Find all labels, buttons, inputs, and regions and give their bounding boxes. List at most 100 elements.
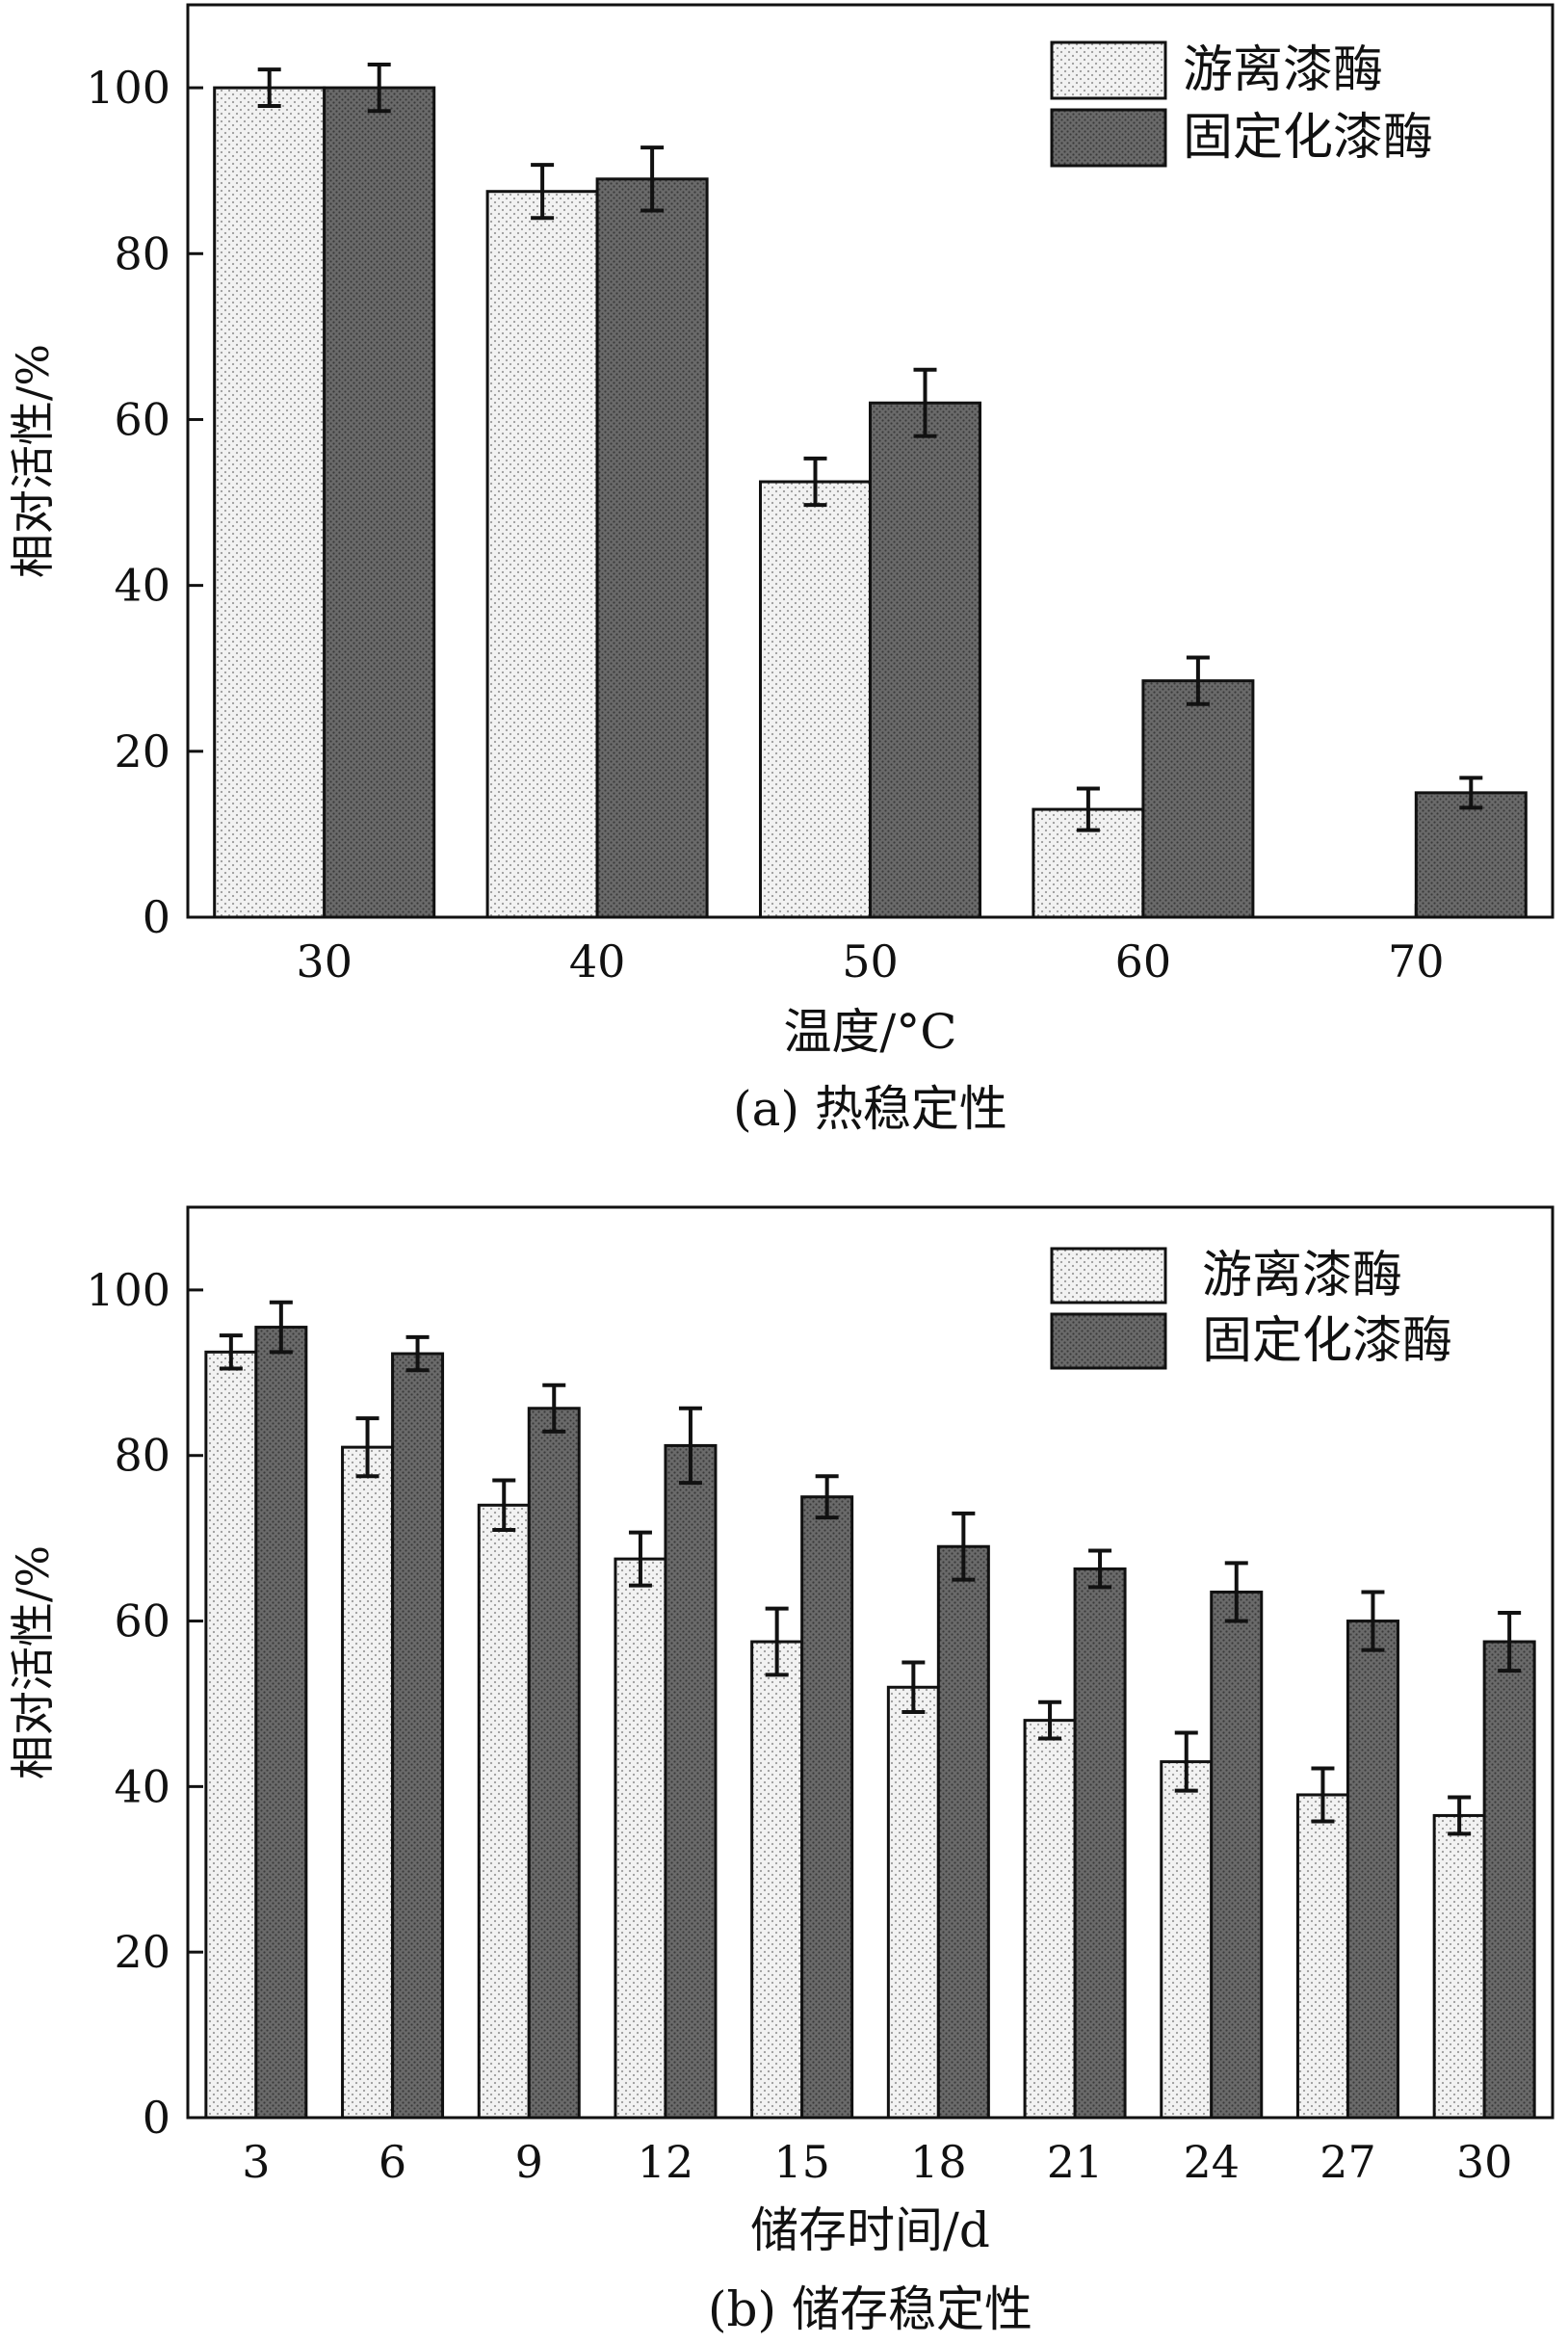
error-bar — [803, 456, 827, 508]
immobilized-laccase-bar-18 — [936, 1544, 990, 2120]
error-bar — [678, 1406, 702, 1486]
error-bar — [765, 1606, 789, 1677]
x-tick-label: 24 — [1183, 2136, 1240, 2188]
immobilized-laccase-bar-70 — [1414, 791, 1528, 919]
error-bar — [492, 1478, 516, 1533]
error-bar — [1498, 1610, 1522, 1673]
free-laccase-bar-18 — [886, 1685, 940, 2120]
error-bar — [1038, 1699, 1062, 1741]
y-tick-label: 60 — [114, 1595, 170, 1647]
x-tick-label: 3 — [242, 2136, 270, 2188]
free-laccase-bar-27 — [1295, 1793, 1349, 2120]
error-bar — [219, 1333, 243, 1371]
legend-swatch-free — [1050, 40, 1167, 100]
immobilized-laccase-bar-9 — [527, 1407, 581, 2120]
error-bar — [1448, 1795, 1472, 1836]
error-bar — [542, 1383, 566, 1434]
x-axis-title: 温度/°C — [783, 1004, 956, 1060]
x-tick-label: 27 — [1320, 2136, 1376, 2188]
y-tick-label: 100 — [86, 1264, 170, 1316]
x-tick-label: 40 — [569, 935, 626, 988]
legend-label-free: 游离漆酶 — [1202, 1247, 1402, 1304]
error-bar — [1088, 1548, 1112, 1590]
free-laccase-bar-3 — [204, 1350, 258, 2120]
error-bar — [1174, 1730, 1198, 1793]
y-tick-label: 80 — [114, 227, 170, 279]
error-bar — [405, 1334, 430, 1373]
error-bar — [257, 67, 281, 109]
error-bar — [1186, 655, 1210, 706]
free-laccase-bar-30 — [1432, 1813, 1486, 2120]
free-laccase-bar-9 — [477, 1503, 531, 2120]
y-tick-label: 40 — [114, 1760, 170, 1812]
error-bar — [269, 1300, 293, 1355]
x-tick-label: 30 — [1456, 2136, 1513, 2188]
free-laccase-bar-40 — [485, 190, 599, 919]
free-laccase-bar-12 — [614, 1557, 667, 2120]
x-tick-label: 60 — [1115, 935, 1172, 988]
y-tick-label: 60 — [114, 393, 170, 445]
y-axis-title: 相对活性/% — [7, 344, 59, 578]
free-laccase-bar-30 — [213, 86, 327, 919]
x-tick-label: 18 — [910, 2136, 967, 2188]
y-tick-label: 20 — [114, 725, 170, 777]
error-bar — [640, 145, 665, 213]
error-bar — [628, 1530, 652, 1588]
x-tick-label: 50 — [842, 935, 899, 988]
immobilized-laccase-bar-50 — [869, 401, 981, 919]
immobilized-laccase-bar-15 — [800, 1495, 854, 2120]
legend-swatch-immobilized — [1050, 1312, 1167, 1370]
y-tick-label: 0 — [143, 891, 170, 943]
immobilized-laccase-bar-12 — [664, 1443, 718, 2120]
x-tick-label: 30 — [296, 935, 353, 988]
legend-swatch-immobilized — [1050, 108, 1167, 168]
error-bar — [902, 1660, 926, 1715]
immobilized-laccase-bar-40 — [595, 177, 709, 919]
immobilized-laccase-bar-24 — [1210, 1590, 1264, 2120]
immobilized-laccase-bar-3 — [254, 1326, 308, 2120]
error-bar — [367, 62, 391, 114]
error-bar — [1459, 776, 1483, 810]
y-tick-label: 0 — [143, 2092, 170, 2144]
immobilized-laccase-bar-60 — [1141, 679, 1255, 919]
error-bar — [913, 367, 937, 438]
panel-caption: (a) 热稳定性 — [733, 1081, 1007, 1137]
legend-swatch-free — [1050, 1247, 1167, 1304]
error-bar — [1361, 1590, 1385, 1652]
x-tick-label: 70 — [1388, 935, 1445, 988]
free-laccase-bar-24 — [1160, 1760, 1214, 2120]
x-tick-label: 15 — [773, 2136, 830, 2188]
y-axis-title: 相对活性/% — [7, 1545, 59, 1779]
error-bar — [1311, 1766, 1335, 1824]
free-laccase-bar-6 — [341, 1445, 395, 2120]
y-tick-label: 100 — [86, 62, 170, 114]
x-tick-label: 12 — [638, 2136, 694, 2188]
immobilized-laccase-bar-21 — [1073, 1567, 1127, 2120]
immobilized-laccase-bar-27 — [1346, 1620, 1399, 2120]
immobilized-laccase-bar-30 — [1482, 1640, 1536, 2120]
legend-label-immobilized: 固定化漆酶 — [1202, 1312, 1452, 1370]
x-tick-label: 21 — [1047, 2136, 1104, 2188]
error-bar — [815, 1474, 839, 1520]
free-laccase-bar-21 — [1023, 1719, 1077, 2120]
immobilized-laccase-bar-30 — [323, 86, 436, 919]
free-laccase-bar-15 — [750, 1640, 804, 2120]
free-laccase-bar-50 — [759, 480, 872, 919]
y-tick-label: 80 — [114, 1430, 170, 1482]
y-tick-label: 20 — [114, 1926, 170, 1978]
error-bar — [355, 1416, 379, 1479]
error-bar — [531, 163, 555, 221]
error-bar — [1076, 786, 1100, 832]
legend-label-free: 游离漆酶 — [1183, 41, 1383, 99]
x-tick-label: 9 — [515, 2136, 543, 2188]
legend-label-immobilized: 固定化漆酶 — [1183, 109, 1433, 167]
panel-caption: (b) 储存稳定性 — [708, 2281, 1032, 2337]
error-bar — [952, 1511, 976, 1582]
y-tick-label: 40 — [114, 560, 170, 612]
immobilized-laccase-bar-6 — [391, 1352, 445, 2120]
x-tick-label: 6 — [379, 2136, 406, 2188]
plot-frame-b — [186, 1205, 1555, 2120]
x-axis-title: 储存时间/d — [750, 2202, 990, 2258]
error-bar — [1224, 1561, 1248, 1623]
